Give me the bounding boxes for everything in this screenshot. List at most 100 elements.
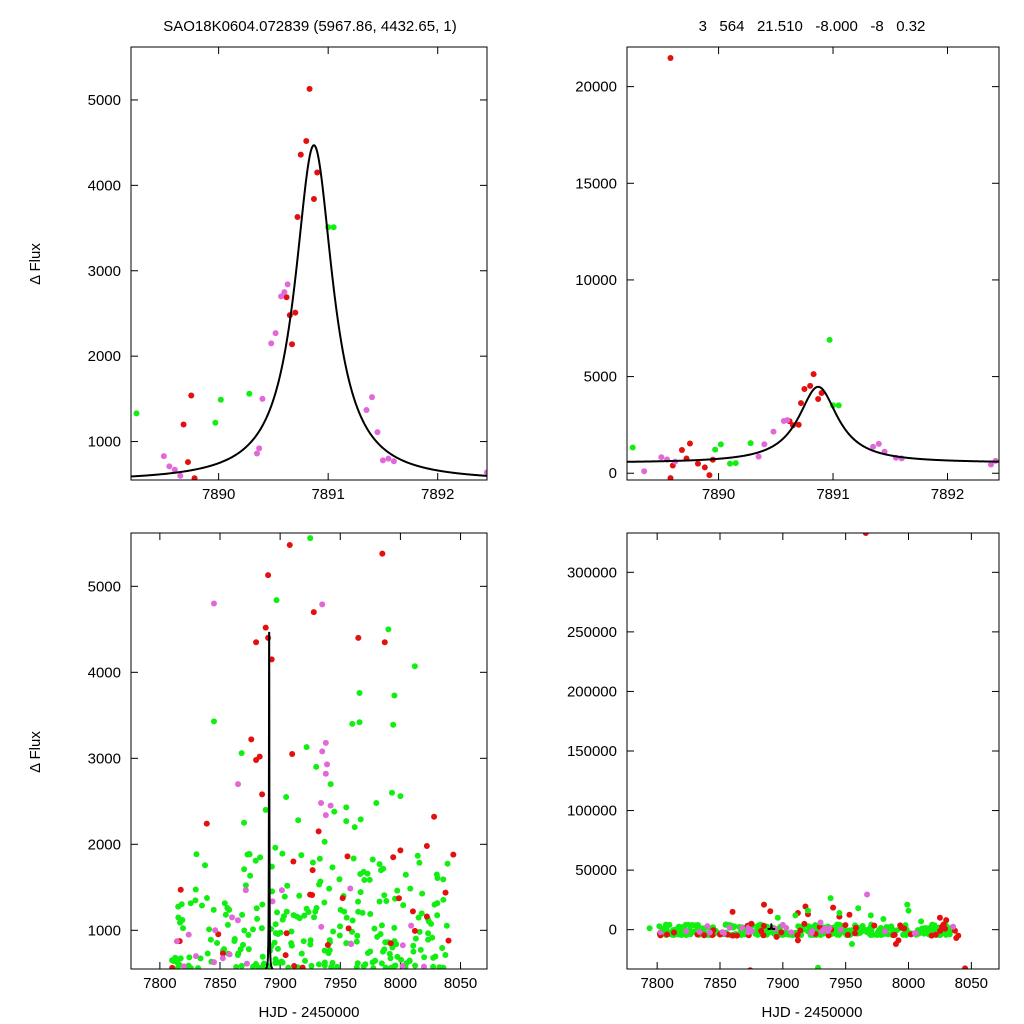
data-point-red bbox=[667, 475, 674, 480]
data-point-red bbox=[686, 440, 693, 447]
data-point-green bbox=[309, 859, 316, 866]
data-point-green bbox=[224, 904, 231, 911]
data-point-red bbox=[936, 914, 943, 921]
data-point-magenta bbox=[327, 802, 334, 809]
data-point-green bbox=[179, 916, 186, 923]
y-tick-label: 1000 bbox=[88, 434, 121, 451]
data-point-green bbox=[873, 932, 880, 939]
data-point-green bbox=[391, 692, 398, 699]
data-point-green bbox=[259, 953, 266, 960]
data-point-magenta bbox=[683, 928, 690, 935]
data-point-green bbox=[241, 866, 248, 873]
data-point-green bbox=[330, 224, 337, 231]
data-point-magenta bbox=[242, 887, 249, 894]
data-point-green bbox=[941, 930, 948, 937]
data-point-green bbox=[272, 921, 279, 928]
data-point-magenta bbox=[284, 281, 291, 288]
data-point-green bbox=[351, 824, 358, 831]
header-left: SAO18K0604.072839 (5967.86, 4432.65, 1) bbox=[163, 18, 457, 35]
y-tick-label: 3000 bbox=[88, 750, 121, 767]
data-point-green bbox=[133, 410, 140, 417]
data-point-magenta bbox=[875, 440, 882, 447]
data-point-green bbox=[222, 911, 229, 918]
data-point-green bbox=[238, 962, 245, 969]
data-point-green bbox=[257, 854, 264, 861]
data-point-red bbox=[397, 847, 404, 854]
data-point-green bbox=[888, 926, 895, 933]
data-point-magenta bbox=[268, 340, 275, 347]
data-point-red bbox=[262, 624, 269, 631]
data-point-magenta bbox=[347, 885, 354, 892]
data-point-magenta bbox=[399, 962, 406, 969]
data-point-green bbox=[349, 720, 356, 727]
data-point-green bbox=[412, 962, 419, 969]
data-point-green bbox=[315, 961, 322, 968]
data-point-green bbox=[428, 920, 435, 927]
plot-frame bbox=[626, 532, 1000, 970]
data-point-magenta bbox=[658, 454, 665, 461]
data-point-green bbox=[440, 876, 447, 883]
data-point-magenta bbox=[166, 463, 173, 470]
data-point-green bbox=[303, 744, 310, 751]
data-point-magenta bbox=[269, 898, 276, 905]
data-point-red bbox=[344, 853, 351, 860]
data-point-red bbox=[177, 886, 184, 893]
panel-top-left: 7890 7891 7892 1000 2000 3000 4000 5000 bbox=[88, 46, 488, 503]
data-point-green bbox=[747, 440, 754, 447]
data-point-green bbox=[411, 663, 418, 670]
data-point-green bbox=[207, 936, 214, 943]
data-point-green bbox=[353, 938, 360, 945]
data-point-green bbox=[356, 719, 363, 726]
y-tick-label: 50000 bbox=[575, 862, 617, 879]
data-point-red bbox=[290, 858, 297, 865]
data-point-green bbox=[283, 908, 290, 915]
data-point-green bbox=[923, 925, 930, 932]
data-point-red bbox=[379, 550, 386, 557]
data-point-red bbox=[409, 908, 416, 915]
data-point-red bbox=[283, 930, 290, 937]
data-point-green bbox=[300, 938, 307, 945]
data-point-green bbox=[246, 390, 253, 397]
data-point-green bbox=[326, 947, 333, 954]
data-point-magenta bbox=[696, 928, 703, 935]
data-point-red bbox=[395, 895, 402, 902]
data-point-green bbox=[326, 885, 333, 892]
data-point-red bbox=[942, 925, 949, 932]
y-tick-label: 2000 bbox=[88, 348, 121, 365]
panel-bottom-left: 7800 7850 7900 7950 8000 8050 1000 2000 3000 4000… bbox=[88, 532, 488, 992]
x-tick-label: 7950 bbox=[324, 975, 357, 992]
data-point-magenta bbox=[234, 917, 241, 924]
data-point-red bbox=[701, 932, 708, 939]
data-point-green bbox=[195, 965, 202, 969]
data-point-green bbox=[252, 857, 259, 864]
data-point-green bbox=[308, 962, 315, 969]
y-axis-label-top: Δ Flux bbox=[27, 243, 44, 285]
data-point-green bbox=[245, 946, 252, 953]
data-point-magenta bbox=[739, 925, 746, 932]
data-point-magenta bbox=[171, 466, 178, 473]
data-point-green bbox=[321, 959, 328, 966]
data-point-green bbox=[272, 844, 279, 851]
data-point-green bbox=[918, 918, 925, 925]
data-point-green bbox=[387, 955, 394, 962]
data-point-green bbox=[391, 924, 398, 931]
data-point-red bbox=[248, 736, 255, 743]
data-point-green bbox=[244, 851, 251, 858]
data-point-red bbox=[773, 933, 780, 940]
data-point-magenta bbox=[229, 914, 236, 921]
header-right: 3 564 21.510 -8.000 -8 0.32 bbox=[699, 18, 926, 35]
data-point-green bbox=[343, 940, 350, 947]
data-point-green bbox=[269, 888, 276, 895]
data-point-green bbox=[354, 960, 361, 967]
y-tick-label: 150000 bbox=[567, 743, 617, 760]
data-point-green bbox=[214, 939, 221, 946]
y-tick-label: 100000 bbox=[567, 803, 617, 820]
data-point-red bbox=[810, 371, 817, 378]
data-point-magenta bbox=[322, 812, 329, 819]
data-point-green bbox=[397, 793, 404, 800]
plot-area bbox=[627, 55, 999, 480]
data-point-red bbox=[289, 341, 296, 348]
data-point-magenta bbox=[180, 963, 187, 969]
data-point-green bbox=[361, 877, 368, 884]
data-point-green bbox=[296, 892, 303, 899]
